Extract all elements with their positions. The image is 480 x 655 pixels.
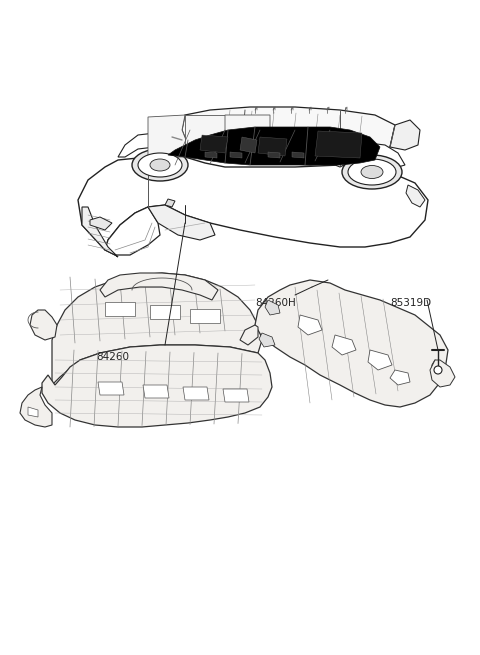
Ellipse shape — [132, 149, 188, 181]
Ellipse shape — [434, 366, 442, 374]
Polygon shape — [98, 382, 124, 395]
Ellipse shape — [348, 159, 396, 185]
Polygon shape — [182, 107, 395, 165]
Polygon shape — [335, 143, 405, 167]
Polygon shape — [42, 345, 272, 427]
Polygon shape — [105, 207, 160, 255]
Polygon shape — [100, 273, 218, 300]
Polygon shape — [406, 185, 425, 207]
Polygon shape — [332, 335, 356, 355]
Polygon shape — [240, 137, 257, 153]
Polygon shape — [150, 305, 180, 319]
Text: 84260: 84260 — [96, 352, 129, 362]
Polygon shape — [168, 127, 380, 165]
Polygon shape — [20, 387, 52, 427]
Polygon shape — [223, 389, 249, 402]
Polygon shape — [298, 315, 322, 335]
Polygon shape — [225, 115, 270, 160]
Polygon shape — [315, 131, 362, 158]
Polygon shape — [200, 135, 228, 153]
Polygon shape — [148, 205, 215, 240]
Polygon shape — [78, 157, 428, 250]
Ellipse shape — [150, 159, 170, 171]
Ellipse shape — [342, 155, 402, 189]
Ellipse shape — [138, 153, 182, 177]
Polygon shape — [165, 199, 175, 207]
Ellipse shape — [361, 166, 383, 179]
Polygon shape — [368, 350, 392, 370]
Text: 85319D: 85319D — [390, 297, 431, 308]
Polygon shape — [259, 333, 275, 347]
Polygon shape — [430, 360, 455, 387]
Polygon shape — [268, 152, 280, 158]
Polygon shape — [183, 387, 209, 400]
Polygon shape — [28, 407, 38, 417]
Polygon shape — [118, 133, 190, 157]
Polygon shape — [205, 152, 217, 158]
Polygon shape — [185, 115, 225, 157]
Polygon shape — [143, 385, 169, 398]
Polygon shape — [105, 302, 135, 316]
Polygon shape — [390, 370, 410, 385]
Polygon shape — [82, 207, 118, 257]
Polygon shape — [30, 310, 57, 340]
Text: 84260H: 84260H — [256, 297, 296, 308]
Polygon shape — [52, 273, 262, 385]
Polygon shape — [230, 152, 242, 158]
Polygon shape — [240, 325, 258, 345]
Polygon shape — [432, 360, 450, 385]
Polygon shape — [148, 115, 188, 157]
Polygon shape — [255, 280, 448, 407]
Polygon shape — [90, 217, 112, 230]
Polygon shape — [292, 152, 304, 158]
Polygon shape — [258, 137, 287, 156]
Polygon shape — [190, 309, 220, 323]
Polygon shape — [265, 300, 280, 315]
Polygon shape — [390, 120, 420, 150]
